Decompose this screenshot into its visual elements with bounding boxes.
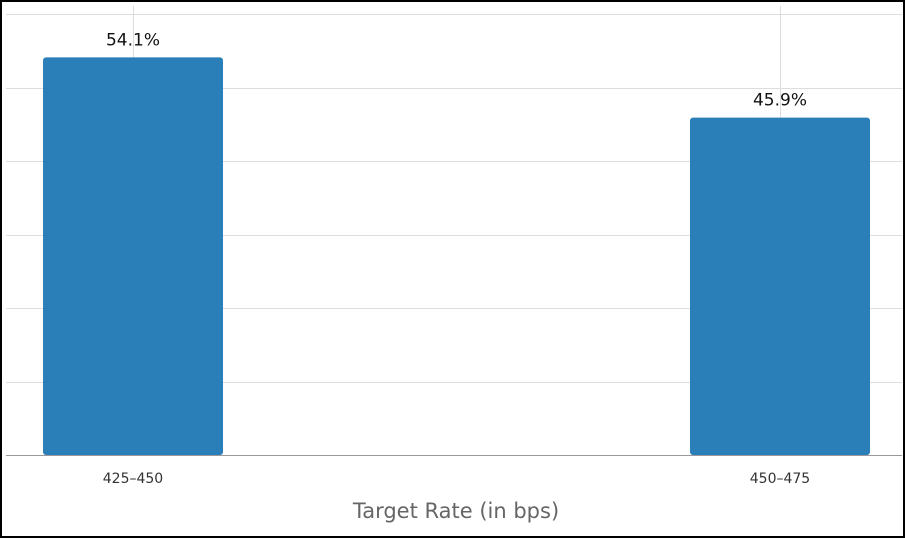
data-labels: 54.1% 45.9%	[106, 30, 807, 110]
data-label-1: 45.9%	[753, 91, 807, 111]
data-label-0: 54.1%	[106, 30, 160, 50]
x-tick-labels: 425–450 450–475	[103, 471, 810, 487]
x-axis-title: Target Rate (in bps)	[352, 499, 559, 523]
bar-0[interactable]	[43, 57, 223, 456]
x-tick-label-0: 425–450	[103, 471, 163, 487]
x-tick-label-1: 450–475	[750, 471, 810, 487]
bars	[43, 57, 870, 456]
bar-1[interactable]	[690, 117, 870, 455]
